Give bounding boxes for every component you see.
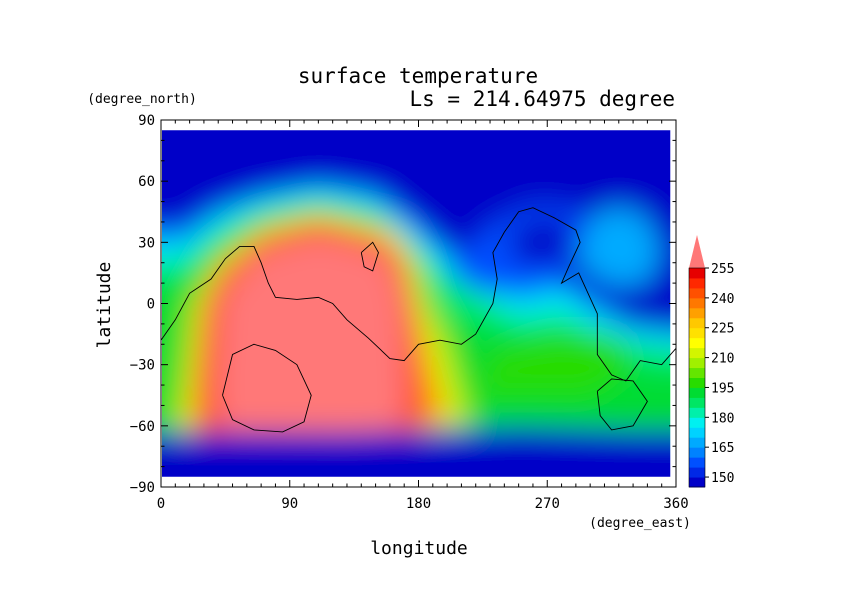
colorbar-segment [689,417,705,428]
colorbar-segment [689,477,705,488]
chart-title: surface temperature [298,64,538,88]
x-tick-label: 90 [281,496,298,512]
x-tick-label: 360 [663,496,688,512]
y-tick-label: −60 [130,419,155,435]
colorbar-segment [689,297,705,309]
colorbar-label: 225 [711,322,734,337]
y-tick-label: 0 [147,297,155,313]
colorbar-extension [689,235,705,268]
colorbar-segment [689,377,705,388]
colorbar-segment [689,437,705,448]
y-tick-label: −30 [130,358,155,374]
colorbar-label: 165 [711,441,734,456]
contour-line-2 [222,343,312,433]
colorbar-segment [689,357,705,369]
colorbar-label: 150 [711,471,734,486]
field-south-warm [475,334,634,396]
chart-subtitle: Ls = 214.64975 degree [409,87,675,111]
colorbar-segment [689,427,705,438]
temperature-field [162,130,671,477]
colorbar-label: 255 [711,262,734,277]
x-tick-label: 270 [535,496,560,512]
colorbar: 150 165 180 195 210 225 240 255 [688,235,734,488]
colorbar-label: 210 [711,352,734,367]
x-tick-label: 0 [157,496,165,512]
colorbar-label: 240 [711,292,734,307]
y-axis-label: latitude [94,262,115,349]
axis-ticks: 0 90 180 270 360 90 60 30 0 −30 −60 −90 [130,113,689,512]
y-tick-label: 90 [138,113,155,129]
x-axis-label: longitude [370,538,468,559]
y-tick-label: 30 [138,235,155,251]
colorbar-label: 195 [711,381,734,396]
topography-contours [160,207,677,433]
colorbar-segment [689,457,705,468]
y-units-label: (degree_north) [87,92,197,107]
x-tick-label: 180 [406,496,431,512]
colorbar-segment [689,407,705,418]
y-tick-label: −90 [130,480,155,496]
colorbar-segment [689,347,705,359]
colorbar-segment [689,277,705,289]
colorbar-label: 180 [711,411,734,426]
y-tick-label: 60 [138,174,155,190]
field-core [215,236,408,432]
colorbar-frame [688,267,706,488]
colorbar-segment [689,268,705,279]
colorbar-segment [689,447,705,458]
colorbar-segment [689,387,705,398]
colorbar-segment [689,287,705,299]
field-blobs [162,130,671,477]
colorbar-segment [689,467,705,478]
field-lowland-cold [504,217,576,267]
colorbar-segment [689,327,705,339]
contour-line-1 [160,207,677,382]
x-units-label: (degree_east) [589,516,691,531]
colorbar-segment [689,337,705,349]
contour-line-4 [596,378,648,431]
colorbar-segment [689,307,705,319]
contour-line-3 [360,241,379,272]
colorbar-segment [689,397,705,408]
colorbar-segment [689,317,705,329]
colorbar-segment [689,367,705,378]
field-northeast-cool [575,205,662,288]
